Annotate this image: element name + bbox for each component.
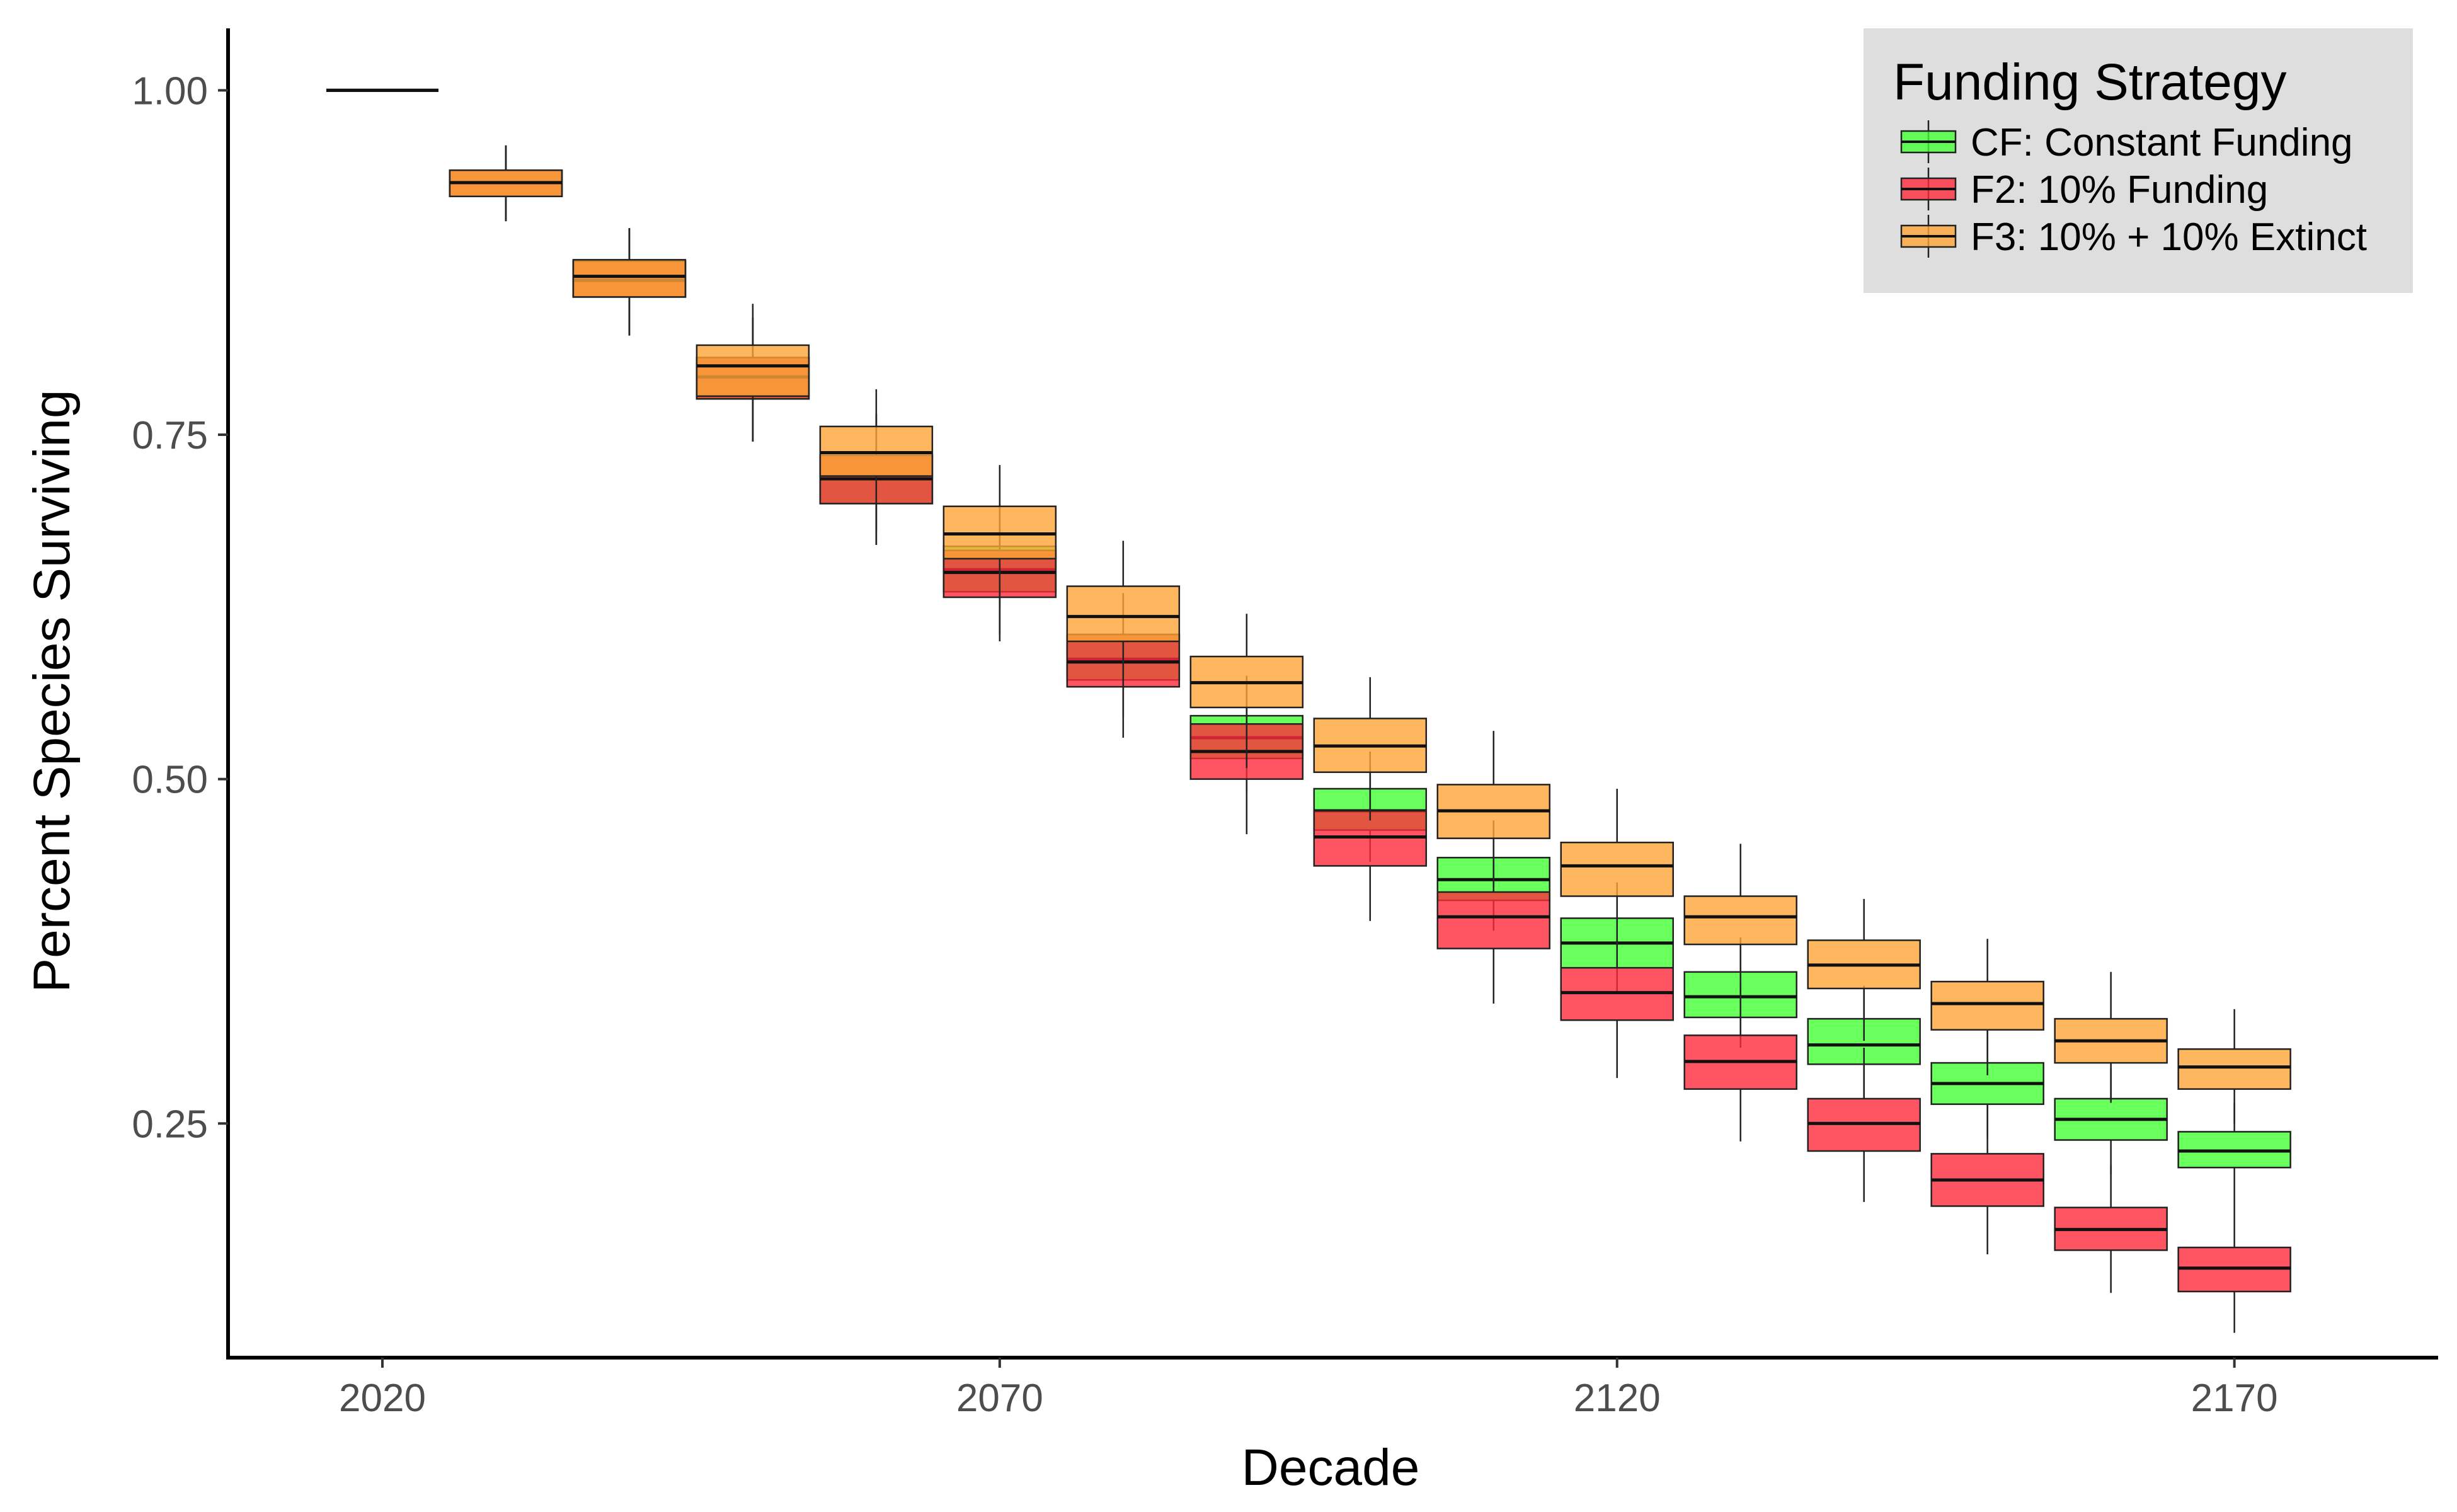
series-f3 — [326, 88, 2291, 1124]
x-axis-title: Decade — [1242, 1439, 1420, 1496]
y-tick-label: 0.50 — [132, 759, 208, 802]
y-tick-label: 1.00 — [132, 69, 208, 113]
box-f3-2040 — [572, 259, 687, 298]
legend-label: F2: 10% Funding — [1971, 168, 2268, 212]
legend-entry: F3: 10% + 10% Extinct — [1900, 215, 2367, 259]
axes — [226, 28, 2438, 1360]
box-f3-2170 — [2177, 1048, 2291, 1090]
box-f3-2130 — [1683, 895, 1797, 946]
x-tick-label: 2070 — [956, 1377, 1043, 1420]
y-tick-label: 0.25 — [132, 1102, 208, 1146]
x-tick-label: 2020 — [339, 1377, 426, 1420]
box-f3-2080 — [1066, 585, 1181, 643]
y-tick-label: 0.75 — [132, 414, 208, 457]
legend-background — [1864, 28, 2413, 293]
legend-label: F3: 10% + 10% Extinct — [1971, 215, 2367, 259]
legend-title: Funding Strategy — [1893, 54, 2287, 111]
box-f3-2150 — [1930, 980, 2044, 1031]
y-axis-ticks: 0.25 0.50 0.75 1.00 — [132, 69, 228, 1146]
x-axis-ticks: 2020 2070 2120 2170 — [339, 1358, 2278, 1420]
plot-area — [326, 88, 2291, 1333]
legend: Funding Strategy CF: Constant FundingF2:… — [1864, 28, 2413, 293]
box-f3-2050 — [696, 344, 810, 398]
y-axis-title: Percent Species Surviving — [23, 389, 81, 992]
box-f2-2110 — [1436, 891, 1551, 949]
x-tick-label: 2120 — [1574, 1377, 1661, 1420]
box-f3-2120 — [1560, 841, 1674, 897]
legend-entry: F2: 10% Funding — [1900, 168, 2268, 212]
x-tick-label: 2170 — [2191, 1377, 2278, 1420]
legend-label: CF: Constant Funding — [1971, 121, 2353, 164]
legend-entry: CF: Constant Funding — [1900, 120, 2353, 164]
